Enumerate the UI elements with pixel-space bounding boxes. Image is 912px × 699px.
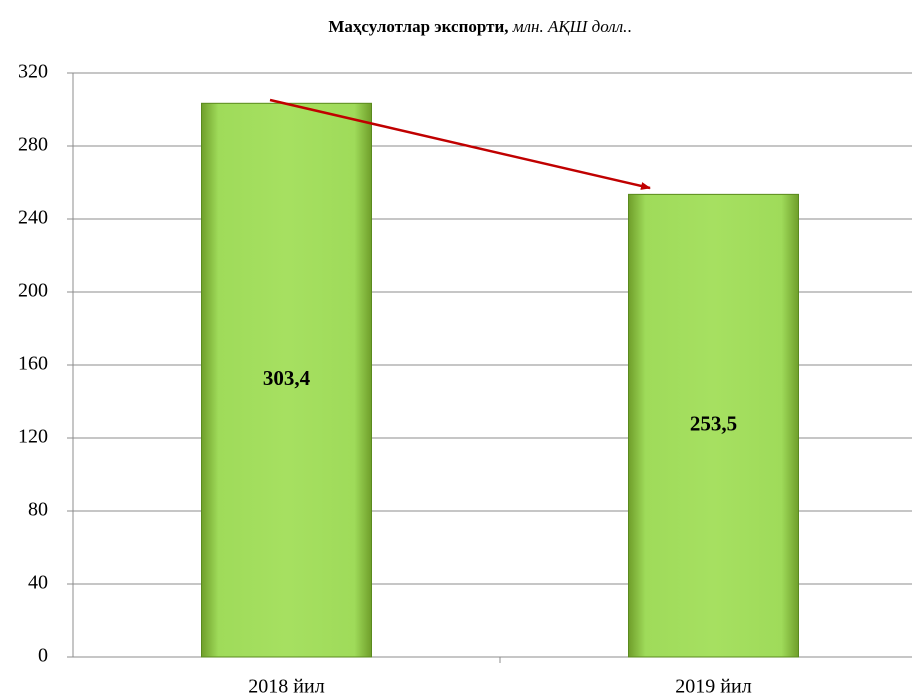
y-tick-label: 200 [18,280,48,302]
x-tick-label: 2019 йил [675,676,751,698]
y-tick-label: 0 [38,645,48,667]
value-label: 253,5 [690,411,737,435]
y-tick-label: 320 [18,61,48,83]
y-tick-label: 80 [28,499,48,521]
value-label: 303,4 [263,366,311,390]
title-unit: млн. АҚШ долл. [512,17,628,36]
y-tick-label: 40 [28,572,48,594]
chart-title: Маҳсулотлар экспорти, млн. АҚШ долл.. [328,17,631,36]
y-tick-label: 240 [18,207,48,229]
y-tick-label: 160 [18,353,48,375]
x-tick-label: 2018 йил [248,676,324,698]
bar [628,193,799,658]
y-tick-label: 120 [18,426,48,448]
bar [201,102,372,658]
trend-arrow [269,98,651,190]
title-main: Маҳсулотлар экспорти, [328,17,508,36]
y-tick-label: 280 [18,134,48,156]
